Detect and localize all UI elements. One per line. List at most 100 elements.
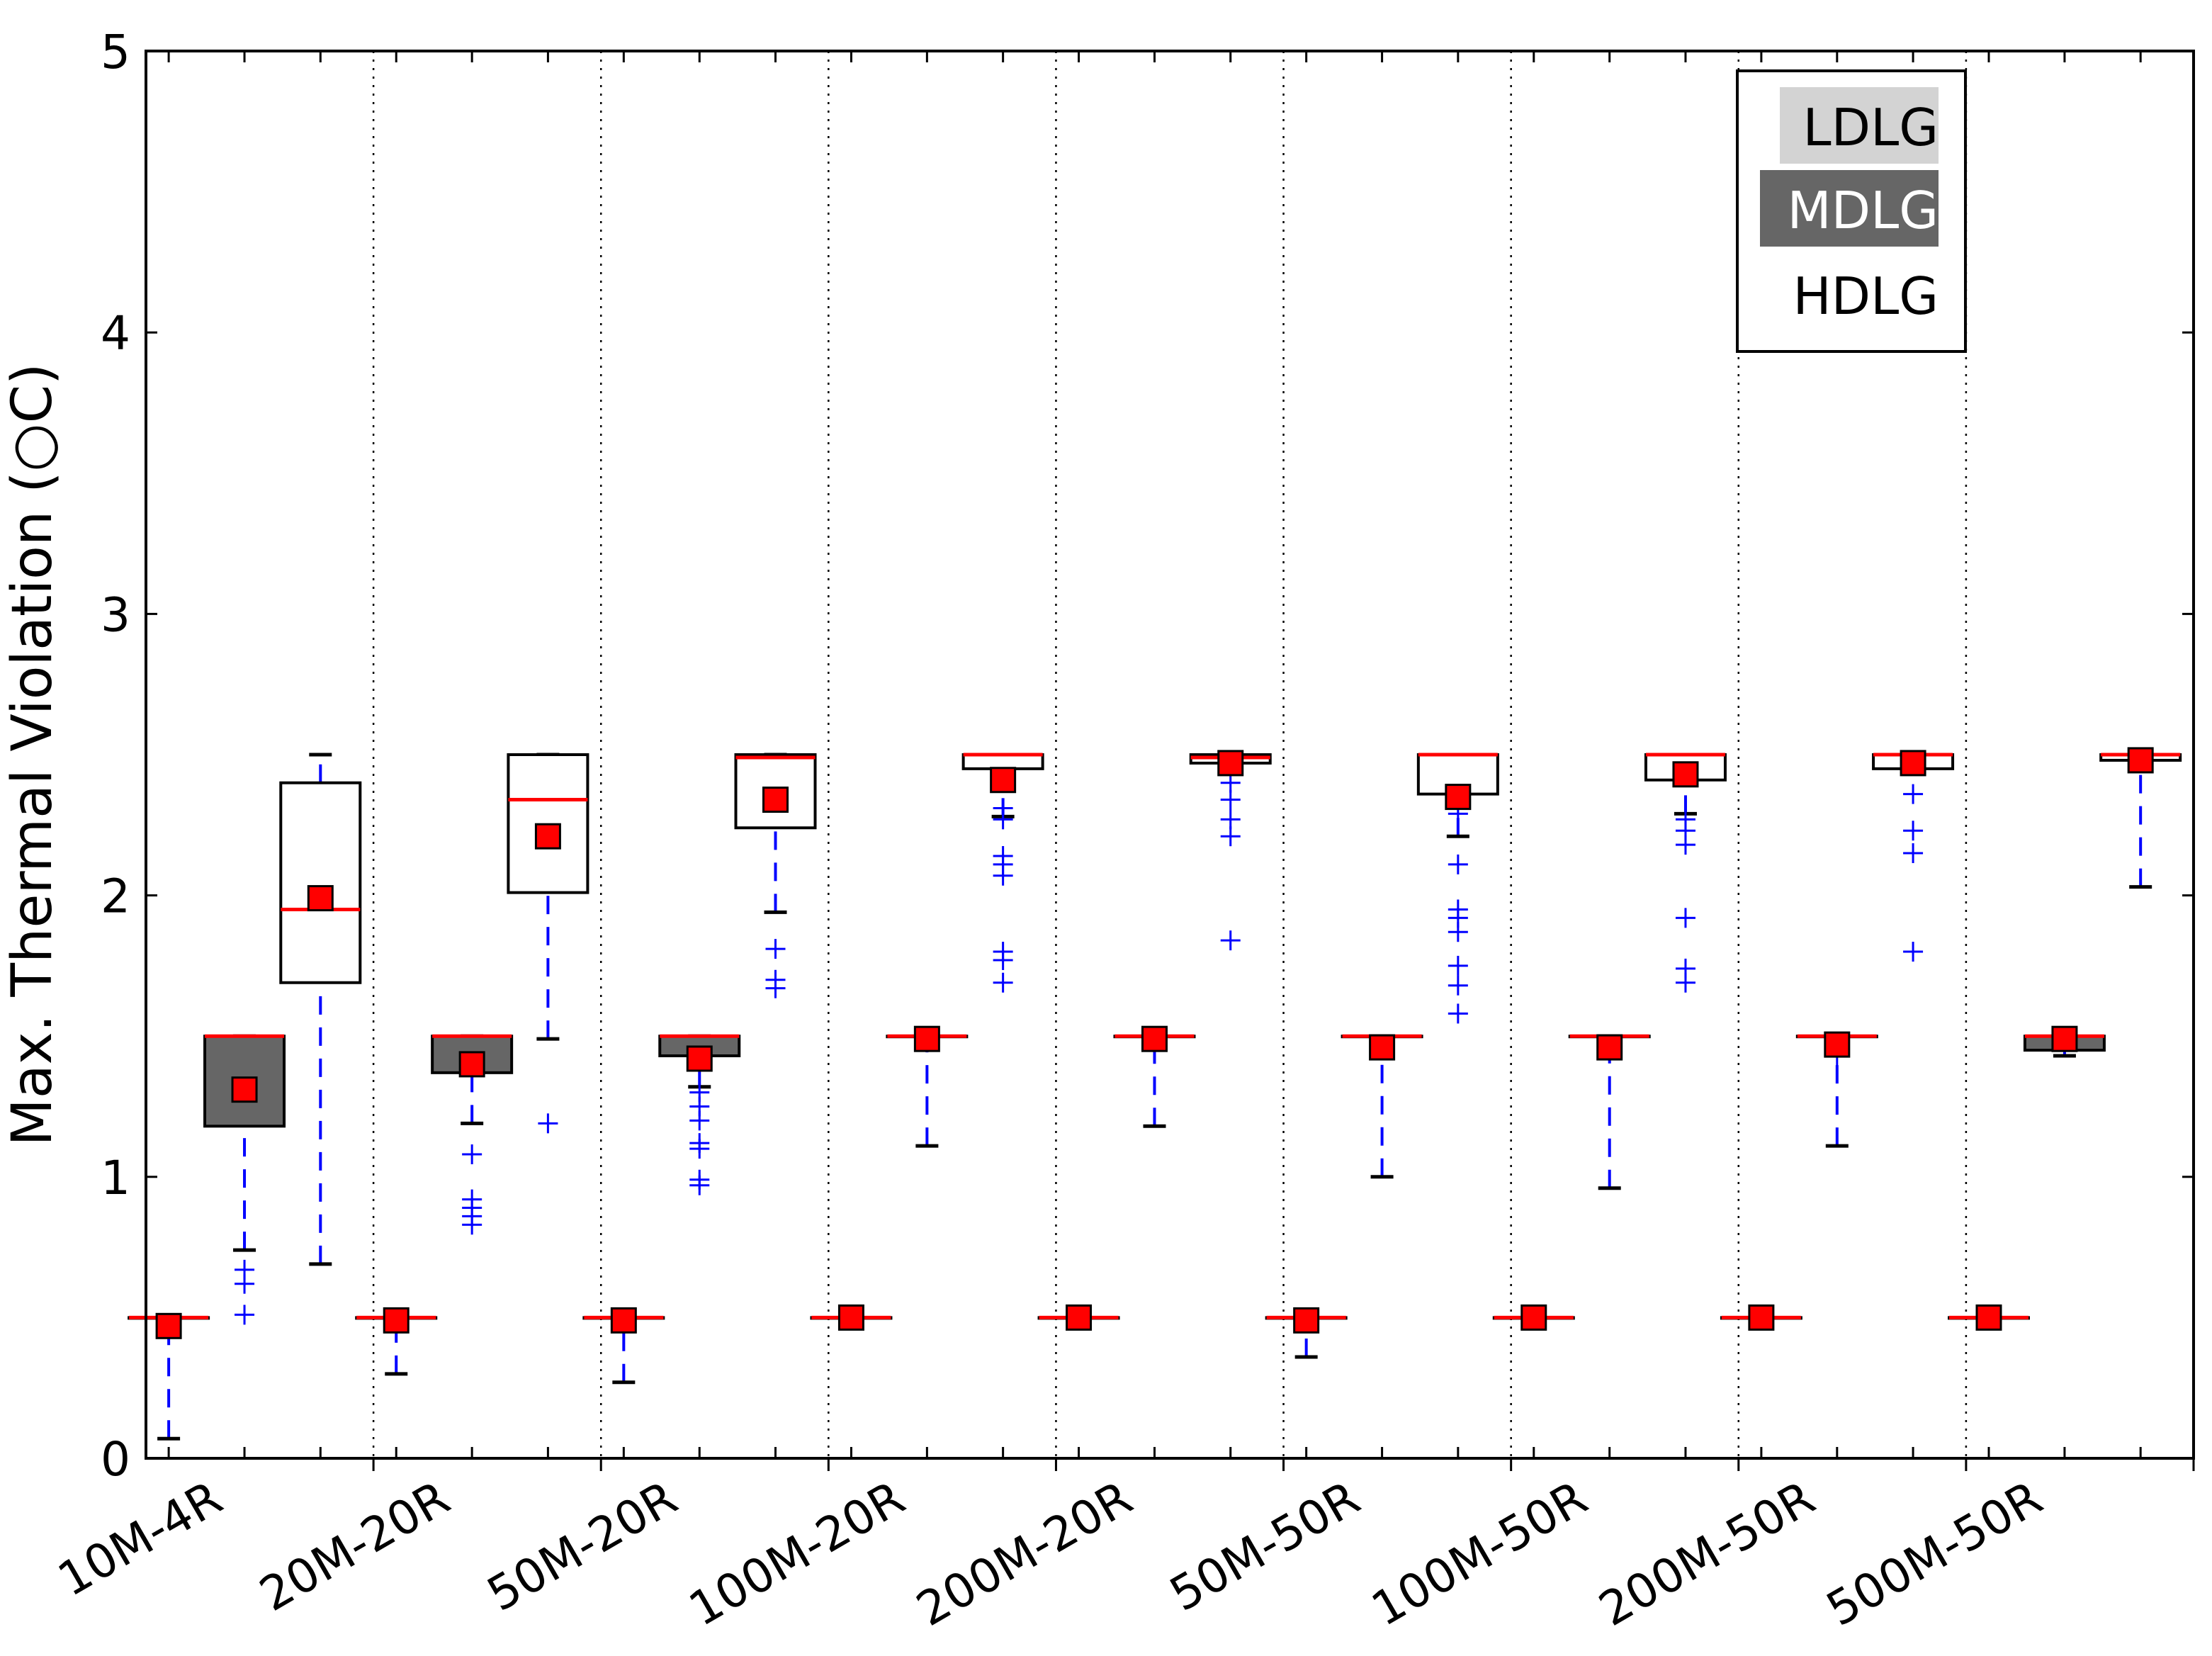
y-axis-label: Max. Thermal Violation (○C)	[1, 364, 64, 1147]
mean-marker	[837, 1304, 864, 1331]
box-ldlg	[1492, 1304, 1575, 1331]
outlier-point	[462, 1189, 483, 1210]
legend-label-ldlg: LDLG	[1803, 98, 1939, 157]
legend-swatch-mdlg	[1760, 170, 1939, 247]
outlier-point	[765, 969, 786, 990]
outlier-point	[1903, 821, 1924, 841]
box-mdlg	[1795, 1031, 1878, 1148]
mean-marker	[1141, 1025, 1168, 1052]
outlier-point	[538, 1113, 558, 1134]
box-mdlg	[886, 1025, 969, 1148]
y-tick-label: 4	[101, 306, 130, 361]
mean-marker	[1824, 1031, 1851, 1058]
mean-marker	[1066, 1304, 1093, 1331]
mean-marker	[1217, 750, 1244, 777]
mean-marker	[1293, 1307, 1320, 1334]
outlier-point	[689, 1169, 710, 1190]
mean-marker	[383, 1307, 410, 1334]
box-ldlg	[1948, 1304, 2030, 1331]
box-hdlg	[961, 753, 1044, 993]
mean-marker	[990, 767, 1017, 794]
outlier-point	[765, 939, 786, 959]
box-mdlg	[2023, 1025, 2106, 1058]
box-hdlg	[1189, 750, 1272, 951]
outlier-point	[1448, 899, 1468, 920]
mean-marker	[2127, 747, 2154, 774]
box-ldlg	[1037, 1304, 1120, 1331]
outlier-point	[1448, 975, 1468, 996]
plot-frame	[145, 50, 2195, 1460]
mean-marker	[913, 1025, 940, 1052]
box-body	[961, 753, 1044, 770]
outlier-point	[1220, 809, 1241, 830]
box-mdlg	[1568, 1034, 1651, 1190]
outlier-point	[1675, 809, 1695, 830]
box-mdlg	[1113, 1025, 1196, 1128]
mean-marker	[155, 1312, 182, 1339]
outlier-point	[1448, 1003, 1468, 1024]
y-tick-label: 5	[101, 25, 130, 79]
mean-marker	[2051, 1025, 2078, 1052]
outlier-point	[993, 972, 1013, 993]
y-tick-label: 0	[101, 1432, 130, 1487]
outlier-point	[1675, 908, 1695, 928]
box-hdlg	[507, 753, 589, 1134]
outlier-point	[1448, 955, 1468, 976]
box-hdlg	[1416, 753, 1499, 1024]
box-mdlg	[203, 1034, 286, 1325]
legend-swatch-hdlg	[1780, 256, 1939, 332]
outlier-point	[1220, 826, 1241, 847]
mean-marker	[762, 787, 789, 813]
outlier-point	[993, 942, 1013, 962]
mean-marker	[307, 885, 334, 912]
mean-marker	[610, 1307, 637, 1334]
outlier-point	[235, 1305, 255, 1325]
outlier-point	[235, 1259, 255, 1280]
legend: LDLG MDLG HDLG	[1736, 69, 1967, 353]
outlier-point	[1448, 854, 1468, 874]
outlier-point	[1903, 942, 1924, 962]
y-tick-label: 2	[101, 869, 130, 924]
box-ldlg	[1720, 1304, 1802, 1331]
y-tick-label: 3	[101, 587, 130, 642]
mean-marker	[1596, 1034, 1623, 1061]
outlier-point	[1220, 789, 1241, 810]
outlier-point	[1903, 843, 1924, 864]
box-mdlg	[1341, 1034, 1423, 1179]
mean-marker	[1445, 784, 1472, 811]
box-hdlg	[279, 753, 362, 1266]
outlier-point	[1903, 784, 1924, 804]
outlier-point	[993, 845, 1013, 866]
outlier-point	[462, 1144, 483, 1165]
mean-marker	[534, 823, 561, 850]
box-hdlg	[2099, 747, 2182, 889]
box-hdlg	[734, 753, 817, 998]
box-ldlg	[810, 1304, 893, 1331]
mean-marker	[1900, 750, 1926, 777]
y-tick-label: 1	[101, 1151, 130, 1205]
mean-marker	[458, 1051, 485, 1078]
mean-marker	[1748, 1304, 1775, 1331]
mean-marker	[1369, 1034, 1396, 1061]
legend-swatch-ldlg	[1780, 87, 1939, 164]
mean-marker	[1672, 761, 1699, 788]
mean-marker	[1975, 1304, 2002, 1331]
mean-marker	[1520, 1304, 1547, 1331]
box-ldlg	[582, 1307, 665, 1385]
outlier-point	[689, 1133, 710, 1154]
boxes-layer	[128, 747, 2182, 1441]
box-mdlg	[431, 1034, 514, 1235]
box-hdlg	[1872, 750, 1955, 962]
box-ldlg	[128, 1312, 210, 1441]
box-hdlg	[1644, 753, 1727, 993]
legend-label-mdlg: MDLG	[1788, 181, 1939, 240]
box-ldlg	[355, 1307, 438, 1376]
box-ldlg	[1265, 1307, 1348, 1359]
outlier-point	[1675, 958, 1695, 979]
mean-marker	[231, 1076, 258, 1103]
legend-label-hdlg: HDLG	[1793, 266, 1939, 326]
box-body	[279, 781, 362, 984]
mean-marker	[686, 1045, 713, 1072]
outlier-point	[1220, 930, 1241, 951]
